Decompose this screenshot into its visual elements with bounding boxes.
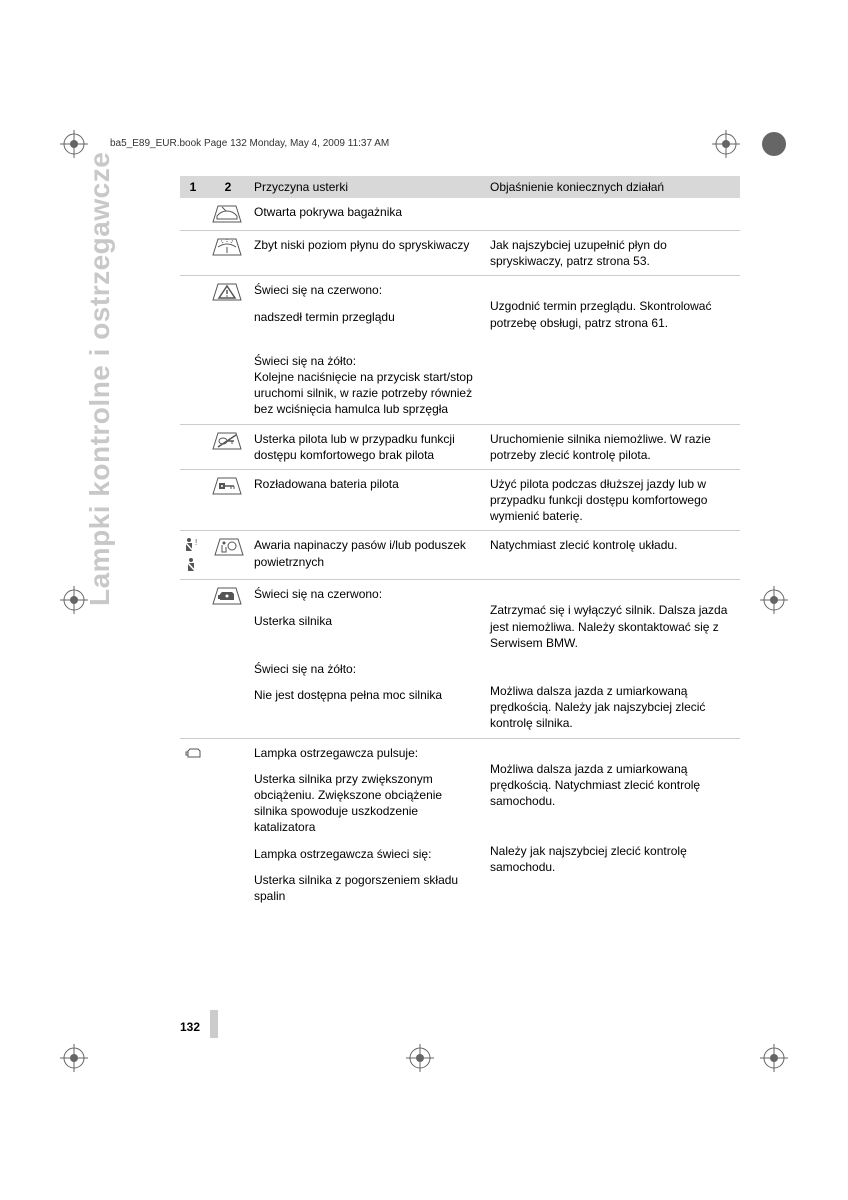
icon-cell-col2 — [206, 537, 250, 557]
cause-text: Świeci się na czerwono: nadszedł termin … — [250, 282, 486, 417]
cause-text: Lampka ostrzegawcza pulsuje: Usterka sil… — [250, 745, 486, 905]
action-text: Uzgodnić termin przeglądu. Skontrolować … — [486, 282, 740, 330]
seatbelt-warn-icon: ! — [182, 537, 200, 553]
cause-text: Świeci się na czerwono: Usterka silnika … — [250, 586, 486, 703]
crop-mark-bl — [60, 1044, 88, 1072]
table-row: Lampka ostrzegawcza pulsuje: Usterka sil… — [180, 739, 740, 911]
icon-cell — [180, 204, 250, 224]
table-row: Otwarta pokrywa bagażnika — [180, 198, 740, 231]
cause-line: Usterka silnika — [254, 613, 478, 629]
airbag-icon — [214, 537, 244, 557]
cause-line: Nie jest dostępna pełna moc silnika — [254, 687, 478, 703]
header-col-cause: Przyczyna usterki — [250, 180, 486, 194]
svg-text:!: ! — [195, 538, 197, 547]
engine-fault-icon — [212, 586, 242, 606]
header-col-2: 2 — [206, 180, 250, 194]
section-title: Lampki kontrolne i ostrzegawcze — [84, 152, 116, 606]
cause-line: Świeci się na czerwono: — [254, 586, 478, 602]
cause-text: Otwarta pokrywa bagażnika — [250, 204, 486, 220]
icon-cell — [180, 476, 250, 496]
washer-fluid-icon — [212, 237, 242, 257]
action-line: Możliwa dalsza jazda z umiarkowaną prędk… — [490, 761, 740, 810]
cause-text: Zbyt niski poziom płynu do spryskiwaczy — [250, 237, 486, 253]
header-col-1: 1 — [180, 180, 206, 194]
cause-text: Awaria napinaczy pasów i/lub poduszek po… — [250, 537, 486, 569]
table-header: 1 2 Przyczyna usterki Objaśnienie koniec… — [180, 176, 740, 198]
page-number: 132 — [180, 1020, 200, 1034]
table-row: Świeci się na czerwono: nadszedł termin … — [180, 276, 740, 424]
table-row: Rozładowana bateria pilota Użyć pilota p… — [180, 470, 740, 532]
cause-line: Świeci się na czerwono: — [254, 282, 478, 298]
action-text: Natychmiast zlecić kontrolę układu. — [486, 537, 740, 553]
table-row: ! Awaria napinaczy pasów i/lub poduszek … — [180, 531, 740, 580]
icon-cell — [180, 282, 250, 302]
key-missing-icon — [212, 431, 242, 451]
action-line: Możliwa dalsza jazda z umiarkowaną prędk… — [490, 683, 740, 732]
table-row: Świeci się na czerwono: Usterka silnika … — [180, 580, 740, 738]
key-battery-icon — [212, 476, 242, 496]
header-col-action: Objaśnienie koniecznych działań — [486, 180, 740, 194]
page-tab-marker — [210, 1010, 218, 1038]
icon-cell — [180, 586, 250, 606]
crop-mark-bc — [406, 1044, 434, 1072]
table-row: Zbyt niski poziom płynu do spryskiwaczy … — [180, 231, 740, 276]
cause-line: Lampka ostrzegawcza świeci się: — [254, 846, 478, 862]
icon-cell-col1: ! — [180, 537, 206, 573]
cause-line: nadszedł termin przeglądu — [254, 309, 478, 325]
action-line: Zatrzymać się i wyłączyć silnik. Dalsza … — [490, 602, 740, 651]
action-text: Możliwa dalsza jazda z umiarkowaną prędk… — [486, 745, 740, 876]
cause-line: Usterka silnika z pogorszeniem składu sp… — [254, 872, 478, 904]
action-line: Uzgodnić termin przeglądu. Skontrolować … — [490, 298, 740, 330]
cause-text: Usterka pilota lub w przypadku funkcji d… — [250, 431, 486, 463]
cause-line: Kolejne naciśnięcie na przycisk start/st… — [254, 369, 478, 418]
action-text: Użyć pilota podczas dłuższej jazdy lub w… — [486, 476, 740, 525]
crop-mark-mr — [760, 586, 788, 614]
crop-mark-tr1 — [712, 130, 740, 158]
icon-cell — [180, 237, 250, 257]
crop-mark-br — [760, 1044, 788, 1072]
cause-line: Świeci się na żółto: — [254, 353, 478, 369]
action-text: Uruchomienie silnika niemożliwe. W razie… — [486, 431, 740, 463]
table-row: Usterka pilota lub w przypadku funkcji d… — [180, 425, 740, 470]
warning-triangle-icon — [212, 282, 242, 302]
print-header: ba5_E89_EUR.book Page 132 Monday, May 4,… — [110, 138, 389, 149]
engine-outline-icon — [185, 745, 203, 761]
crop-mark-tr2 — [760, 130, 788, 158]
cause-line: Świeci się na żółto: — [254, 661, 478, 677]
cause-line: Usterka silnika przy zwiększonym obciąże… — [254, 771, 478, 836]
cause-line: Lampka ostrzegawcza pulsuje: — [254, 745, 478, 761]
cause-text: Rozładowana bateria pilota — [250, 476, 486, 492]
action-text: Jak najszybciej uzupełnić płyn do sprysk… — [486, 237, 740, 269]
seatbelt-icon — [182, 557, 200, 573]
trunk-open-icon — [212, 204, 242, 224]
action-text: Zatrzymać się i wyłączyć silnik. Dalsza … — [486, 586, 740, 731]
icon-cell — [180, 431, 250, 451]
icon-cell-col1 — [180, 745, 206, 761]
action-line: Należy jak najszybciej zlecić kontrolę s… — [490, 843, 740, 875]
warning-lights-table: 1 2 Przyczyna usterki Objaśnienie koniec… — [180, 176, 740, 910]
